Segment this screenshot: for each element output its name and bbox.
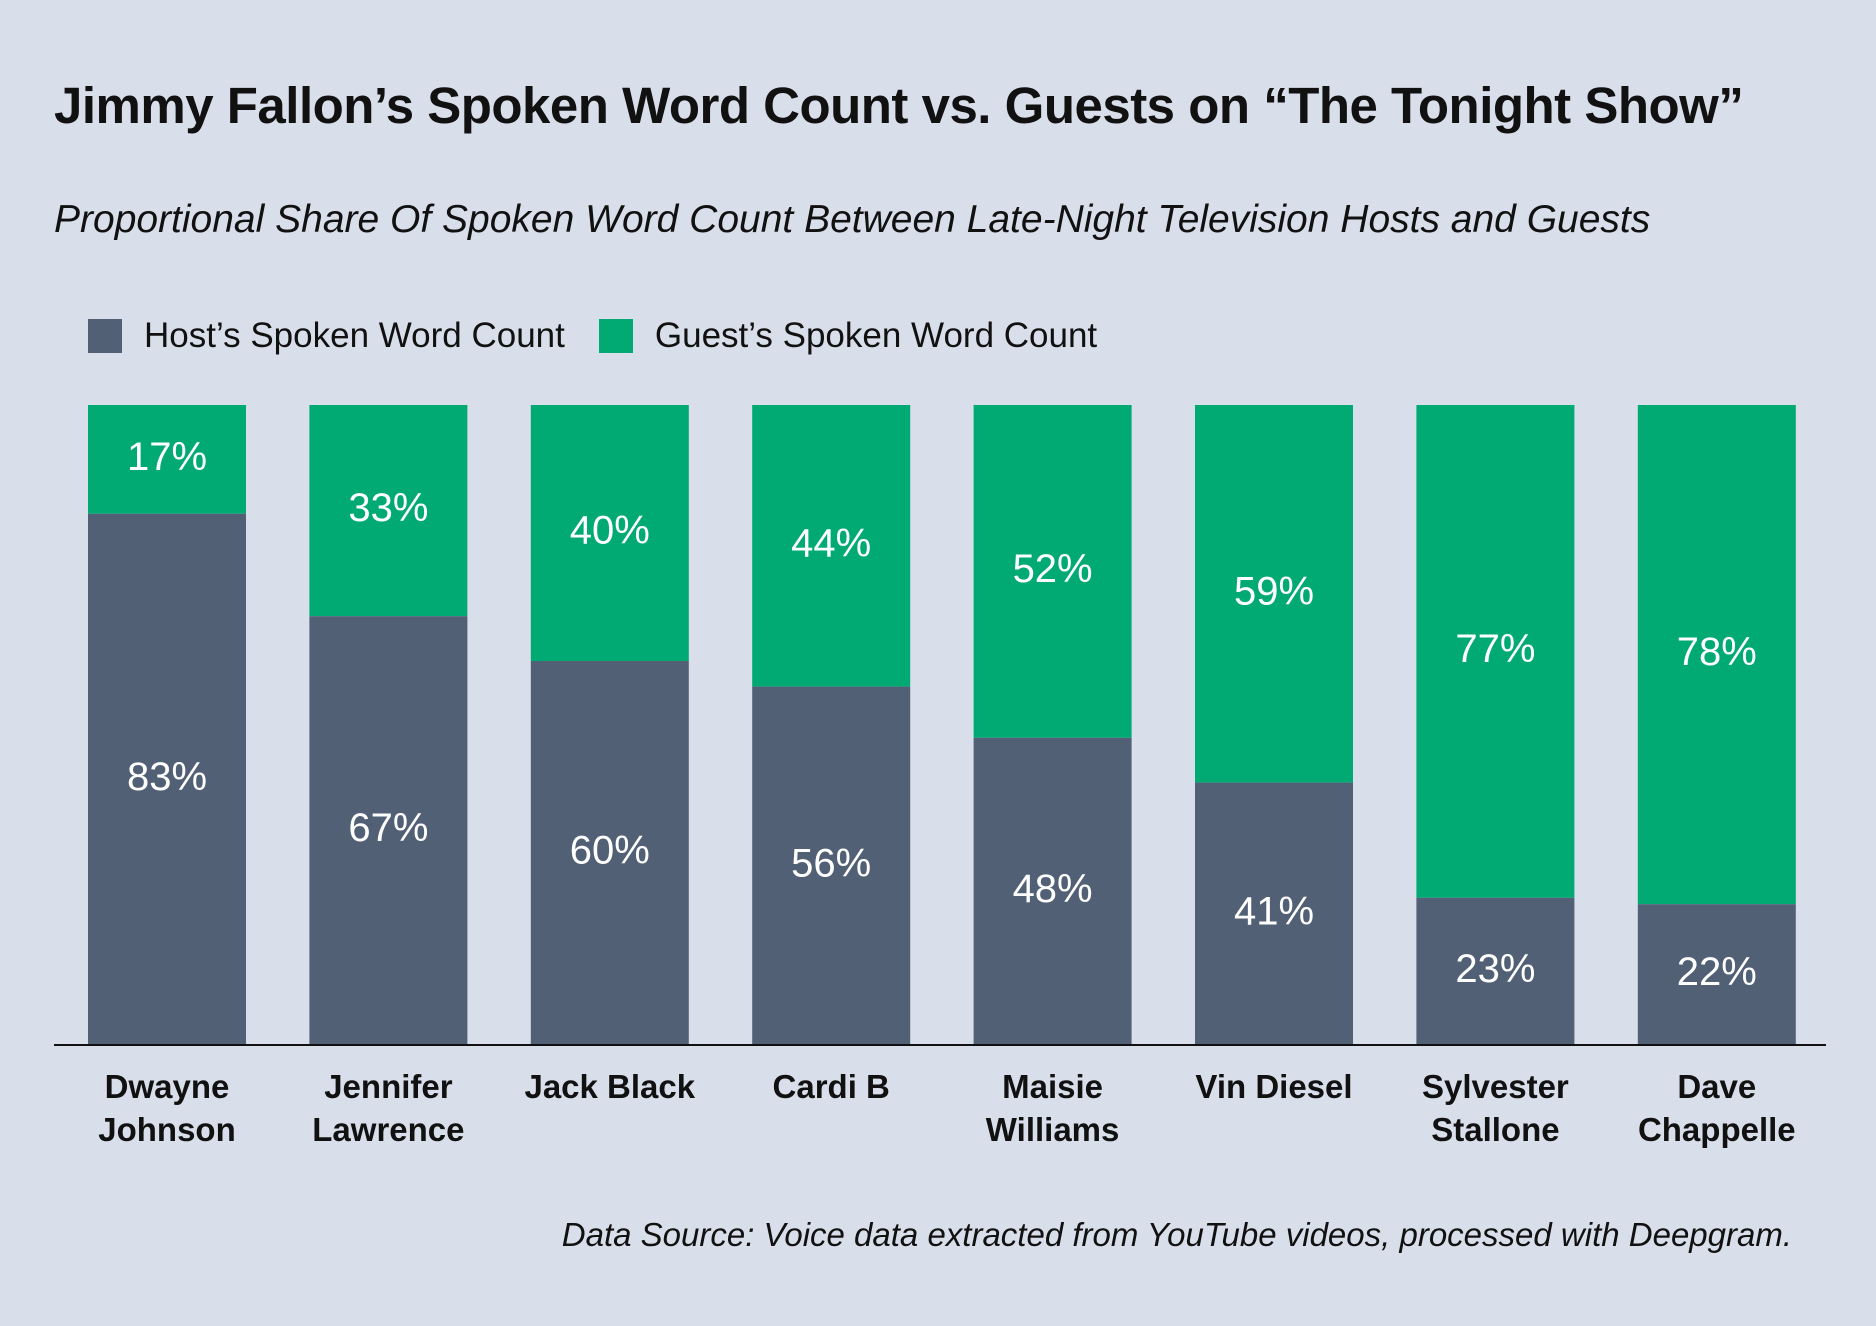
bar-guest-4 [973, 405, 1132, 738]
value-label-host-5: 41% [1234, 889, 1314, 933]
value-label-guest-2: 40% [570, 509, 650, 553]
bar-host-4 [973, 737, 1132, 1045]
bar-guest-7 [1637, 405, 1796, 905]
bar-host-5 [1195, 782, 1353, 1045]
bar-guest-2 [530, 405, 689, 661]
value-label-guest-3: 44% [791, 521, 871, 565]
bar-guest-0 [88, 405, 246, 514]
data-source-note: Data Source: Voice data extracted from Y… [561, 1216, 1792, 1253]
legend-item-host: Host’s Spoken Word Count [88, 316, 565, 356]
value-label-guest-1: 33% [348, 486, 428, 530]
bar-host-6 [1416, 897, 1575, 1045]
value-label-guest-6: 77% [1455, 627, 1535, 671]
bar-host-3 [752, 686, 911, 1045]
chart-title: Jimmy Fallon’s Spoken Word Count vs. Gue… [54, 77, 1744, 134]
category-label-1: Jennifer Lawrence [312, 1068, 464, 1148]
bar-host-1 [309, 616, 468, 1045]
value-label-host-6: 23% [1455, 947, 1535, 991]
legend: Host’s Spoken Word Count Guest’s Spoken … [88, 316, 1131, 356]
bar-guest-5 [1195, 405, 1353, 783]
bar-host-0 [88, 513, 246, 1045]
value-label-host-2: 60% [570, 829, 650, 873]
category-label-7: Dave Chappelle [1638, 1068, 1796, 1148]
legend-label-guest: Guest’s Spoken Word Count [654, 316, 1098, 355]
legend-swatch-guest [598, 319, 633, 353]
category-label-3: Cardi B [773, 1068, 890, 1105]
bar-host-2 [530, 661, 689, 1045]
category-label-2: Jack Black [524, 1068, 695, 1105]
legend-label-host: Host’s Spoken Word Count [144, 316, 565, 355]
value-label-host-0: 83% [127, 755, 207, 799]
value-label-guest-0: 17% [127, 435, 207, 479]
value-label-guest-7: 78% [1677, 630, 1757, 674]
legend-item-guest: Guest’s Spoken Word Count [598, 316, 1098, 356]
value-label-host-1: 67% [348, 806, 428, 850]
legend-swatch-host [88, 319, 122, 353]
value-label-host-4: 48% [1013, 867, 1093, 911]
category-label-0: Dwayne Johnson [98, 1068, 236, 1148]
value-label-host-3: 56% [791, 841, 871, 885]
value-label-host-7: 22% [1677, 950, 1757, 994]
bar-host-7 [1637, 904, 1796, 1045]
bar-guest-3 [752, 405, 911, 687]
value-label-guest-4: 52% [1013, 547, 1093, 591]
bar-guest-6 [1416, 405, 1575, 898]
category-label-5: Vin Diesel [1195, 1068, 1352, 1105]
chart-subtitle: Proportional Share Of Spoken Word Count … [54, 198, 1651, 241]
value-label-guest-5: 59% [1234, 569, 1314, 613]
category-label-6: Sylvester Stallone [1422, 1068, 1569, 1148]
bar-guest-1 [309, 405, 468, 617]
category-label-4: Maisie Williams [986, 1068, 1120, 1148]
